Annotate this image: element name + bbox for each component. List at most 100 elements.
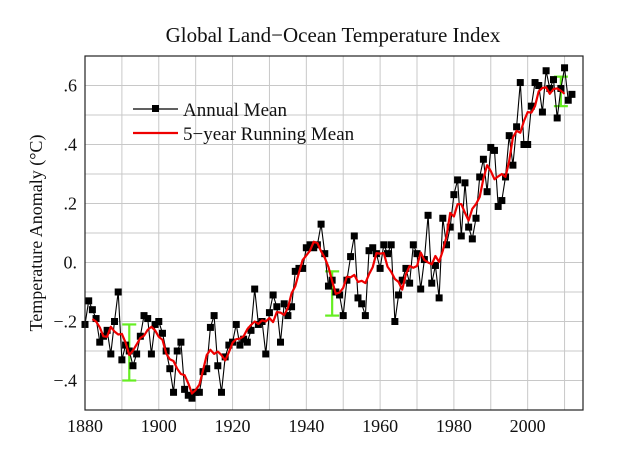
annual-mean-point	[439, 214, 447, 222]
annual-mean-point	[247, 326, 255, 334]
annual-mean-point	[155, 318, 163, 325]
annual-mean-point	[376, 264, 384, 272]
annual-mean-point	[96, 338, 104, 346]
annual-mean-point	[557, 84, 565, 92]
annual-mean-point	[317, 220, 325, 228]
annual-mean-point	[232, 320, 240, 328]
annual-mean-point	[487, 143, 495, 151]
y-tick-label: −.4	[53, 371, 77, 391]
annual-mean-point	[568, 90, 576, 98]
annual-mean-point	[457, 232, 465, 240]
annual-mean-point	[291, 267, 299, 275]
annual-mean-point	[151, 320, 159, 328]
annual-mean-point	[479, 155, 487, 163]
annual-mean-point	[103, 326, 111, 334]
annual-mean-point	[114, 288, 122, 296]
x-tick-label: 1900	[141, 416, 177, 436]
annual-mean-point	[542, 67, 550, 75]
annual-mean-point	[472, 214, 480, 222]
annual-mean-point	[387, 241, 395, 249]
annual-mean-point	[380, 241, 388, 249]
legend: Annual Mean 5−year Running Mean	[133, 100, 355, 145]
annual-mean-point	[107, 350, 115, 358]
annual-mean-point	[129, 362, 137, 370]
annual-mean-point	[443, 241, 451, 249]
annual-mean-point	[118, 356, 126, 364]
annual-mean-point	[295, 264, 303, 272]
annual-mean-point	[383, 250, 391, 258]
annual-mean-point	[195, 388, 203, 396]
y-axis-label: Temperature Anomaly (°C)	[26, 135, 47, 332]
annual-mean-point	[527, 102, 535, 110]
annual-mean-point	[409, 241, 417, 249]
y-tick-label: .6	[64, 76, 78, 96]
annual-mean-point	[302, 244, 310, 252]
annual-mean-point	[468, 235, 476, 243]
annual-mean-point	[324, 282, 332, 290]
annual-mean-point	[395, 291, 403, 299]
x-tick-label: 2000	[510, 416, 546, 436]
annual-mean-point	[225, 341, 233, 349]
annual-mean-point	[520, 141, 528, 148]
annual-mean-point	[350, 232, 358, 240]
annual-mean-point	[306, 241, 314, 249]
annual-mean-point	[369, 244, 377, 252]
annual-mean-point	[454, 176, 462, 184]
annual-mean-point	[446, 223, 454, 231]
annual-mean-point	[92, 315, 100, 323]
annual-mean-point	[354, 294, 362, 302]
annual-mean-point	[343, 276, 351, 284]
annual-mean-point	[280, 300, 288, 308]
annual-mean-point	[210, 312, 218, 320]
annual-mean-point	[516, 79, 524, 87]
annual-mean-point	[546, 84, 554, 92]
annual-mean-point	[273, 303, 281, 311]
annual-mean-point	[406, 279, 414, 287]
annual-mean-point	[498, 197, 506, 205]
plot-frame	[84, 55, 584, 411]
legend-annual-marker	[152, 105, 159, 112]
annual-mean-point	[531, 79, 539, 87]
annual-mean-point	[435, 294, 443, 302]
annual-mean-point	[265, 309, 273, 317]
annual-mean-point	[347, 253, 355, 261]
x-tick-label: 1980	[436, 416, 472, 436]
annual-mean-point	[192, 388, 200, 396]
annual-mean-point	[428, 279, 436, 287]
annual-mean-point	[513, 123, 521, 131]
annual-mean-point	[538, 108, 546, 116]
annual-mean-point	[236, 341, 244, 349]
annual-mean-point	[136, 332, 144, 340]
annual-mean-point	[299, 264, 307, 272]
annual-mean-point	[553, 114, 561, 122]
annual-mean-point	[465, 223, 473, 231]
annual-mean-point	[269, 291, 277, 299]
annual-mean-point	[561, 64, 569, 72]
annual-mean-point	[450, 191, 458, 199]
annual-mean-point	[221, 353, 229, 361]
annual-mean-point	[398, 276, 406, 284]
annual-mean-point	[111, 318, 119, 325]
x-tick-label: 1960	[362, 416, 398, 436]
annual-mean-point	[535, 82, 543, 89]
annual-mean-point	[505, 132, 513, 140]
annual-mean-point	[166, 365, 174, 373]
annual-mean-point	[240, 335, 248, 343]
running-mean-line	[91, 86, 566, 395]
annual-mean-point	[277, 338, 285, 346]
annual-mean-point	[177, 338, 185, 346]
annual-mean-point	[125, 347, 133, 355]
annual-mean-point	[158, 329, 166, 337]
annual-mean-point	[188, 394, 196, 402]
annual-mean-point	[494, 202, 502, 210]
annual-mean-point	[262, 350, 270, 358]
annual-mean-point	[365, 247, 373, 255]
annual-mean-point	[288, 303, 296, 311]
annual-mean-point	[461, 179, 469, 187]
annual-mean-point	[509, 161, 517, 169]
annual-mean-point	[483, 188, 491, 196]
annual-mean-point	[321, 250, 329, 258]
annual-mean-point	[413, 250, 421, 258]
y-tick-label: .2	[64, 194, 78, 214]
y-tick-label: 0.	[64, 253, 78, 273]
